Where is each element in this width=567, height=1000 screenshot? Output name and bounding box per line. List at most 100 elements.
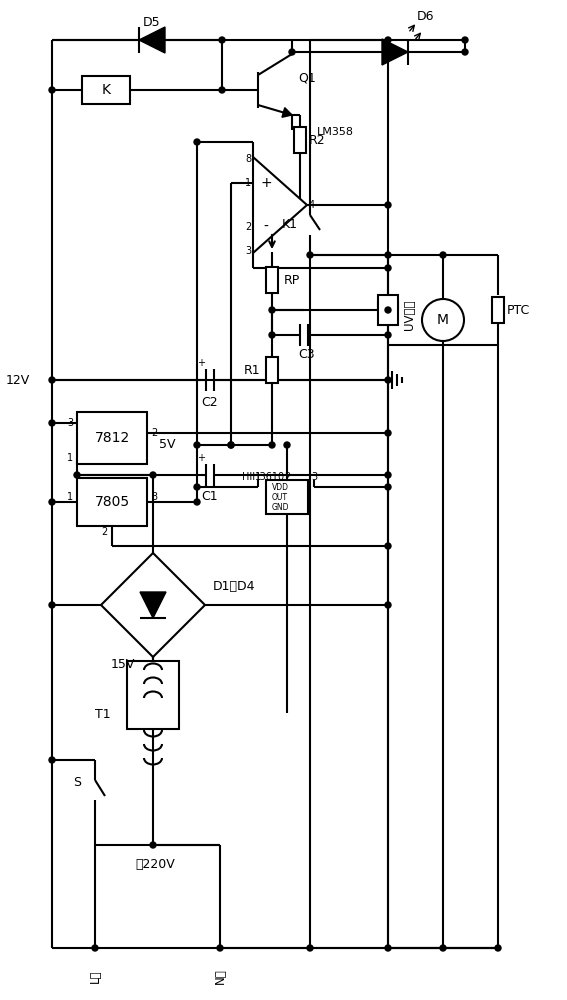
Bar [492,297,504,323]
Circle shape [92,945,98,951]
Circle shape [49,499,55,505]
Circle shape [307,252,313,258]
Text: 2: 2 [245,222,251,232]
Circle shape [289,49,295,55]
Text: +: + [197,358,205,368]
Circle shape [219,87,225,93]
Circle shape [269,442,275,448]
Text: +: + [197,453,205,463]
Text: PTC: PTC [506,304,530,316]
Circle shape [385,202,391,208]
Circle shape [219,37,225,43]
Text: RP: RP [284,273,300,286]
Circle shape [385,543,391,549]
Circle shape [385,945,391,951]
Text: 3: 3 [67,418,73,428]
Circle shape [307,945,313,951]
Circle shape [269,332,275,338]
Circle shape [49,757,55,763]
Bar [82,76,130,104]
Text: -: - [264,220,268,234]
Bar [77,412,147,464]
Circle shape [385,332,391,338]
Text: 3: 3 [245,246,251,256]
Text: 1: 1 [255,472,261,482]
Circle shape [49,420,55,426]
Text: HIH3610: HIH3610 [242,472,284,482]
Circle shape [150,472,156,478]
Circle shape [269,307,275,313]
Bar [266,357,278,383]
Text: S: S [73,776,81,790]
Circle shape [385,602,391,608]
Text: 1: 1 [67,453,73,463]
Circle shape [462,49,468,55]
Text: K: K [101,83,111,97]
Text: 5V: 5V [159,438,175,452]
Text: R2: R2 [308,133,325,146]
Polygon shape [140,592,166,618]
Text: UV灯管: UV灯管 [404,300,417,330]
Text: 7805: 7805 [95,495,130,509]
Text: 8: 8 [245,154,251,164]
Circle shape [194,499,200,505]
Circle shape [49,377,55,383]
Circle shape [385,265,391,271]
Bar [266,480,308,514]
Circle shape [385,484,391,490]
Text: T1: T1 [95,708,111,722]
Circle shape [422,299,464,341]
Polygon shape [382,39,408,65]
Text: 3: 3 [311,472,317,482]
Circle shape [217,945,223,951]
Text: C1: C1 [202,490,218,504]
Text: K1: K1 [282,219,298,232]
Circle shape [49,602,55,608]
Circle shape [194,139,200,145]
Bar [266,267,278,293]
Text: 3: 3 [151,492,157,502]
Text: OUT: OUT [272,492,288,502]
Text: C2: C2 [202,395,218,408]
Text: 1: 1 [67,492,73,502]
Polygon shape [253,157,307,253]
Text: 15V: 15V [111,658,135,672]
Text: VDD: VDD [272,483,289,491]
Circle shape [74,472,80,478]
Text: LM358: LM358 [316,127,353,137]
Text: GND: GND [271,502,289,512]
Text: 2: 2 [101,527,107,537]
Text: Q1: Q1 [298,72,316,85]
Circle shape [440,945,446,951]
Text: 4: 4 [309,200,315,210]
Text: R1: R1 [244,363,260,376]
Circle shape [150,842,156,848]
Circle shape [462,37,468,43]
Polygon shape [139,27,165,53]
Polygon shape [282,108,292,117]
Text: +: + [260,176,272,190]
Bar [378,295,398,325]
Circle shape [228,442,234,448]
Circle shape [385,307,391,313]
Bar [294,127,306,153]
Circle shape [385,377,391,383]
Circle shape [385,37,391,43]
Text: N线: N线 [214,968,226,984]
Text: L线: L线 [88,969,101,983]
Text: D6: D6 [416,10,434,23]
Text: C3: C3 [299,349,315,361]
Text: D1～D4: D1～D4 [213,580,256,593]
Text: 1: 1 [245,178,251,188]
Text: 2: 2 [284,472,290,482]
Text: 12V: 12V [6,373,30,386]
Circle shape [385,472,391,478]
Circle shape [194,442,200,448]
Circle shape [440,252,446,258]
Circle shape [284,442,290,448]
Bar [127,661,179,729]
Circle shape [228,442,234,448]
Text: ～220V: ～220V [135,858,175,871]
Circle shape [385,430,391,436]
Circle shape [495,945,501,951]
